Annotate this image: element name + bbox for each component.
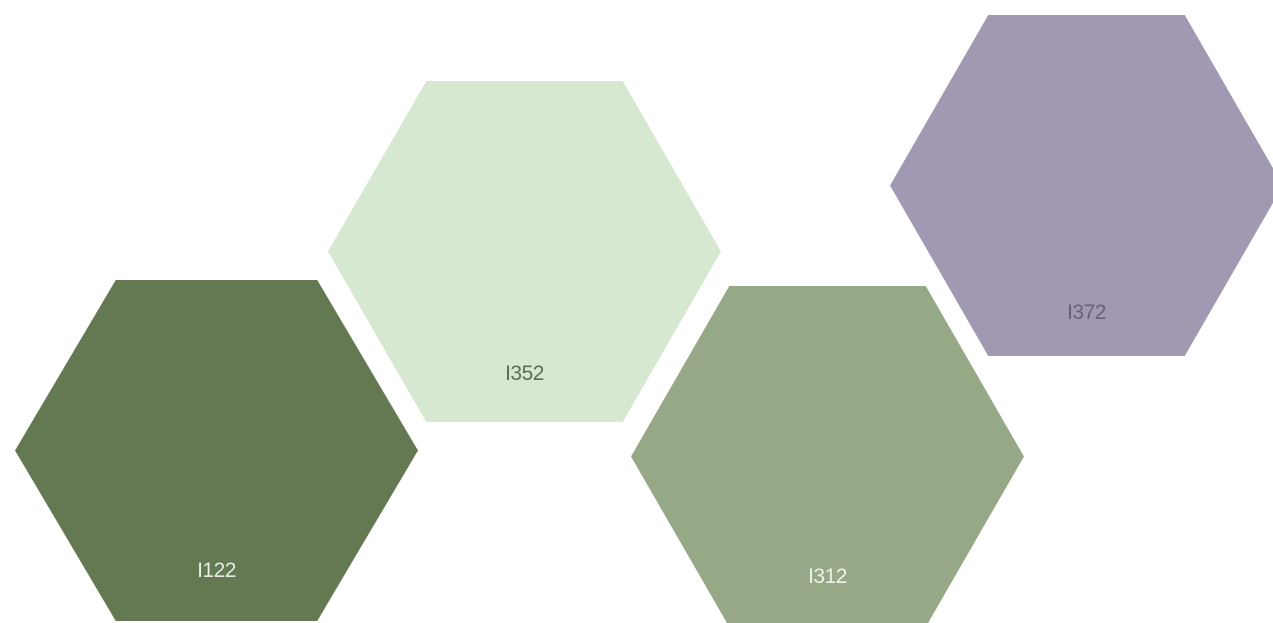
swatch-i312-hexagon[interactable]: I312 [631, 286, 1024, 623]
swatch-i372-label: I372 [1067, 301, 1106, 324]
swatch-i312-label: I312 [808, 565, 847, 588]
swatch-i352-label: I352 [505, 362, 544, 385]
swatch-i122-hexagon[interactable]: I122 [15, 280, 418, 621]
swatch-i122-label: I122 [197, 559, 236, 582]
swatch-i372-hexagon[interactable]: I372 [890, 15, 1273, 356]
swatch-i352-hexagon[interactable]: I352 [328, 81, 721, 422]
